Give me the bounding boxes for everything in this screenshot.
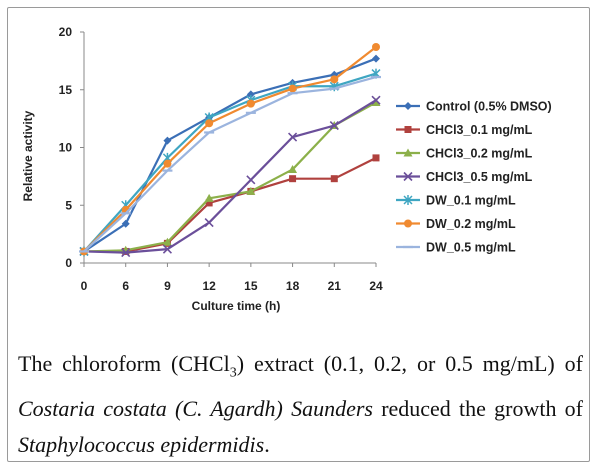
legend-marker [403, 171, 413, 182]
legend-label: Control (0.5% DMSO) [426, 100, 552, 114]
legend-marker [404, 126, 412, 133]
y-tick-label: 20 [59, 25, 73, 39]
data-point [204, 193, 214, 202]
series-line [83, 75, 377, 253]
data-point [372, 154, 380, 162]
y-axis-label: Relative activity [21, 110, 35, 201]
figure-frame: 0 5 10 15 20 0 6 9 12 15 18 21 24 Control (0.5% DMSO… [7, 7, 590, 462]
caption-subscript: 3 [229, 365, 237, 381]
legend-entry: CHCl3_0.5 mg/mL [396, 170, 533, 184]
series-line [84, 156, 377, 253]
data-point [121, 219, 130, 228]
data-point [246, 99, 255, 108]
legend-marker [404, 219, 412, 228]
data-point [288, 164, 298, 173]
caption-species: Costaria costata (C. Agardh) Saunders [18, 396, 373, 422]
figure-caption: The chloroform (CHCl3) extract (0.1, 0.2… [18, 346, 583, 463]
series-4 [79, 95, 381, 258]
chart-axes: 0 5 10 15 20 0 6 9 12 15 18 21 24 [59, 25, 383, 293]
data-point [121, 248, 131, 258]
legend-entry: DW_0.1 mg/mL [396, 194, 516, 208]
x-tick-label: 21 [328, 279, 342, 293]
y-tick-label: 15 [59, 83, 73, 97]
series-line [83, 57, 377, 253]
data-point [288, 132, 298, 142]
chart-legend: Control (0.5% DMSO) CHCl3_0.1 mg/mL CHCl3_… [396, 100, 552, 255]
x-tick-label: 24 [369, 279, 383, 293]
caption-text-1: The chloroform (CHCl [18, 351, 230, 376]
series-7 [79, 75, 381, 253]
caption-organism: Staphylococcus epidermidis [18, 432, 265, 458]
y-tick-label: 0 [65, 256, 72, 270]
data-point [288, 84, 297, 93]
legend-label: CHCl3_0.2 mg/mL [426, 147, 533, 161]
chart-series [79, 43, 381, 258]
x-tick-label: 15 [244, 279, 258, 293]
legend-marker [403, 195, 413, 205]
legend-label: DW_0.2 mg/mL [426, 217, 516, 231]
legend-label: DW_0.5 mg/mL [426, 241, 516, 255]
data-point [371, 95, 381, 105]
legend-entry: DW_0.2 mg/mL [396, 217, 516, 231]
legend-label: CHCl3_0.1 mg/mL [426, 123, 533, 137]
x-tick-label: 18 [286, 279, 300, 293]
data-point [162, 237, 172, 246]
data-point [289, 175, 297, 183]
caption-text-3: reduced the growth of [372, 396, 584, 422]
x-tick-label: 0 [81, 279, 88, 293]
legend-entry: CHCl3_0.1 mg/mL [396, 123, 533, 137]
caption-text-2: ) extract (0.1, 0.2, or 0.5 mg/mL) of [236, 351, 583, 376]
data-point [372, 43, 380, 52]
data-point [204, 218, 214, 228]
data-point [205, 119, 214, 128]
data-point [163, 136, 172, 145]
series-6 [80, 43, 380, 256]
x-tick-label: 12 [202, 279, 216, 293]
series-line [83, 99, 377, 254]
x-tick-label: 9 [164, 279, 171, 293]
legend-label: DW_0.1 mg/mL [426, 194, 516, 208]
data-point [329, 120, 339, 131]
data-point [246, 90, 255, 99]
data-point [162, 244, 172, 254]
data-point [371, 97, 381, 106]
data-point [330, 75, 339, 84]
series-line [83, 101, 377, 253]
legend-entry: DW_0.5 mg/mL [396, 241, 516, 255]
data-point [372, 54, 380, 63]
caption-end: . [264, 432, 270, 458]
legend-entry: Control (0.5% DMSO) [396, 100, 552, 114]
legend-entry: CHCl3_0.2 mg/mL [396, 147, 533, 161]
data-point [246, 186, 256, 195]
series-line [83, 46, 377, 253]
y-tick-label: 10 [59, 141, 73, 155]
legend-label: CHCl3_0.5 mg/mL [426, 170, 533, 184]
series-5 [79, 68, 381, 257]
x-tick-label: 6 [122, 279, 129, 293]
series-line [83, 72, 377, 253]
data-point [163, 159, 172, 168]
y-tick-label: 5 [65, 198, 72, 212]
legend-marker [404, 102, 412, 110]
data-point [246, 175, 256, 185]
line-chart: 0 5 10 15 20 0 6 9 12 15 18 21 24 Control (0.5% DMSO… [21, 25, 552, 313]
data-point [205, 199, 213, 207]
data-point [330, 175, 338, 183]
legend-marker [403, 148, 413, 157]
x-axis-label: Culture time (h) [192, 299, 281, 313]
series-3 [79, 97, 381, 255]
